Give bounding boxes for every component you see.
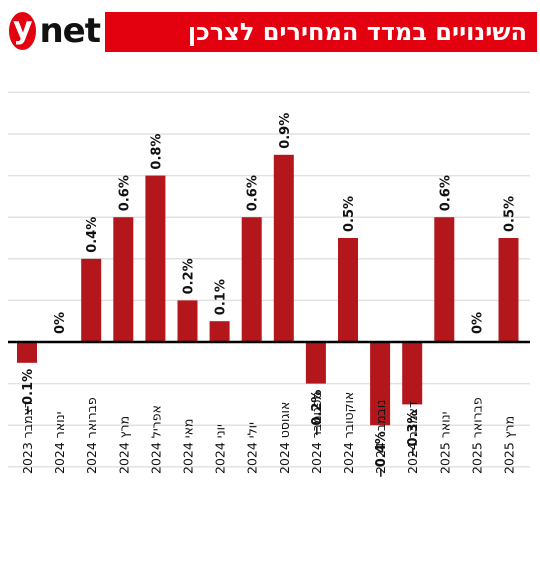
value-label: 0% — [470, 312, 485, 334]
bar — [113, 217, 134, 342]
bar — [209, 321, 230, 342]
category-labels: דצמבר 2023 ינואר 2024 פברואר 2024 מרץ 2024 א… — [20, 391, 517, 474]
bar — [338, 238, 358, 342]
logo-word: net — [39, 11, 101, 51]
bars — [17, 154, 519, 426]
value-label: 0% — [53, 312, 68, 334]
category-label: אוקטובר 2024 — [341, 392, 356, 474]
value-label: 0.8% — [149, 134, 164, 170]
category-label: פברואר 2024 — [84, 397, 99, 474]
value-label: 0.6% — [246, 175, 261, 211]
value-label: −0.2% — [310, 390, 325, 437]
category-label: יולי 2024 — [245, 422, 260, 474]
category-label: מרץ 2024 — [116, 416, 131, 474]
value-labels: −0.1% 0% 0.4% 0.6% 0.8% 0.2% 0.1% 0.6% 0.9% −0.2%… — [21, 113, 518, 478]
category-label: מאי 2024 — [181, 419, 196, 474]
bar — [402, 342, 423, 405]
value-label: −0.3% — [406, 410, 421, 457]
category-label: דצמבר 2024 — [405, 401, 420, 474]
bar — [498, 238, 519, 342]
category-label: יוני 2024 — [213, 424, 228, 474]
bar — [241, 217, 262, 342]
category-label: ינואר 2025 — [437, 412, 452, 474]
category-label: ינואר 2024 — [52, 412, 67, 474]
category-label: נובמבר 2024 — [373, 400, 388, 474]
bar — [273, 154, 294, 342]
value-label: 0.1% — [214, 279, 229, 315]
category-label: אוגוסט 2024 — [277, 402, 292, 474]
bar — [177, 300, 198, 342]
value-label: 0.6% — [117, 175, 132, 211]
bar — [145, 175, 166, 342]
value-label: 0.9% — [278, 113, 293, 149]
logo-mark: y — [9, 12, 37, 50]
value-label: 0.6% — [438, 175, 453, 211]
bar — [305, 342, 326, 384]
category-label: ספטמבר 2024 — [309, 391, 324, 474]
category-label: דצמבר 2023 — [20, 401, 35, 474]
chart-title: השינויים במדד המחירים לצרכן — [105, 12, 537, 52]
category-label: פברואר 2025 — [469, 397, 484, 474]
value-label: 0.4% — [85, 217, 100, 253]
category-label: אפריל 2024 — [148, 405, 163, 474]
ynet-logo: y net — [0, 3, 101, 59]
value-label: 0.2% — [182, 258, 197, 294]
value-label: −0.4% — [374, 431, 389, 478]
bar — [81, 258, 102, 342]
bar — [434, 217, 455, 342]
bar — [17, 342, 37, 363]
value-label: 0.5% — [503, 196, 518, 232]
bar — [370, 342, 391, 426]
header: y net השינויים במדד המחירים לצרכן — [0, 0, 540, 64]
category-label: מרץ 2025 — [502, 416, 517, 474]
value-label: 0.5% — [342, 196, 357, 232]
value-label: −0.1% — [21, 369, 36, 416]
